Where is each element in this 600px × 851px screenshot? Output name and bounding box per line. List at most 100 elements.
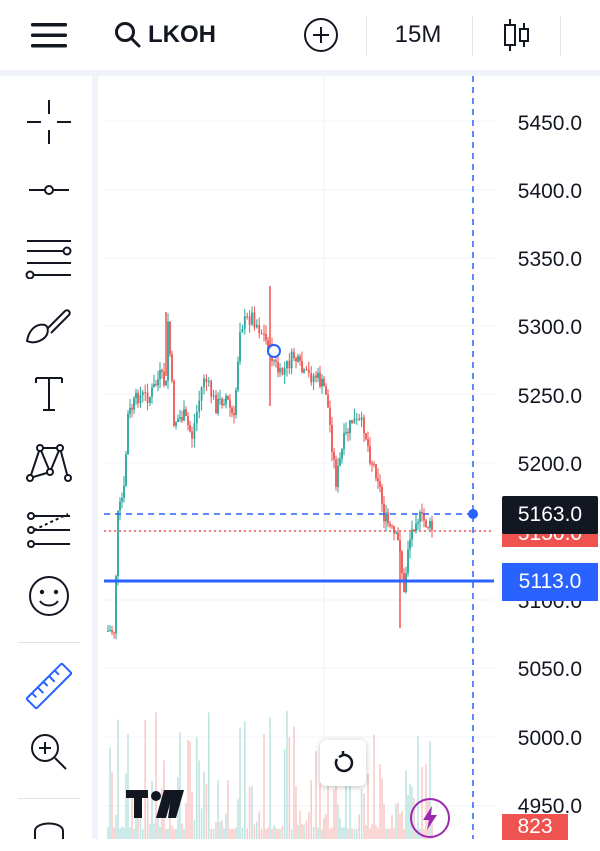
candle-body [377, 478, 379, 482]
more-tool[interactable] [18, 811, 80, 851]
candle-body [411, 529, 413, 540]
candle-body [299, 356, 301, 361]
candle-body [258, 324, 261, 334]
volume-bar [267, 827, 269, 839]
emoji-tool[interactable] [18, 566, 80, 626]
volume-bar [369, 828, 371, 839]
candle-body [381, 486, 383, 504]
candle-body [283, 368, 286, 375]
prediction-tool[interactable] [18, 500, 80, 560]
candle-body [303, 369, 305, 373]
brush-tool[interactable] [18, 296, 80, 356]
candle-body [301, 360, 303, 373]
volume-bar [373, 734, 375, 839]
price-chart[interactable] [104, 76, 600, 839]
volume-bar [399, 813, 401, 839]
candle-body [229, 399, 231, 408]
volume-bar [308, 812, 310, 839]
candle-body [375, 464, 377, 479]
candle-body [167, 321, 169, 381]
candle-body [203, 378, 205, 388]
candle-body [387, 512, 389, 524]
candle-body [321, 378, 323, 387]
candle-body [360, 417, 363, 421]
volume-bar [379, 764, 381, 839]
candle-body [251, 312, 253, 325]
candle-body [417, 521, 419, 524]
volume-bar [225, 813, 227, 839]
symbol-search-button[interactable]: LKOH [114, 0, 244, 70]
volume-bar [315, 751, 317, 839]
candle-body [389, 523, 391, 526]
menu-button[interactable] [20, 0, 78, 70]
volume-bar [405, 770, 407, 839]
lightning-button[interactable] [410, 798, 450, 838]
volume-bar [375, 825, 377, 839]
volume-bar [299, 810, 301, 839]
volume-bar [231, 828, 233, 839]
crosshair-tool[interactable] [18, 92, 80, 152]
volume-bar [389, 828, 391, 839]
candle-body [391, 525, 393, 527]
ruler-icon [26, 663, 72, 709]
interval-button[interactable]: 15M [380, 0, 456, 70]
volume-bar [179, 732, 181, 839]
volume-bar [381, 778, 383, 839]
volume-bar [365, 824, 367, 839]
volume-bar [157, 816, 159, 839]
candle-body [323, 378, 325, 387]
candle-body [223, 404, 225, 406]
volume-bar [208, 712, 210, 839]
candle-body [215, 395, 217, 414]
volume-bar [205, 783, 208, 839]
volume-bar [360, 788, 363, 839]
volume-bar [317, 827, 319, 839]
volume-bar [183, 828, 185, 839]
drawing-anchor[interactable] [267, 344, 281, 358]
reset-chart-button[interactable] [320, 740, 366, 786]
volume-bar [358, 814, 360, 839]
text-tool[interactable] [18, 364, 80, 424]
volume-bar [173, 829, 175, 839]
candle-body [363, 417, 365, 434]
candle-body [117, 510, 119, 577]
volume-bar [345, 783, 347, 839]
fib-tool[interactable] [18, 228, 80, 288]
candle-body [171, 354, 173, 381]
candle-body [393, 526, 395, 534]
volume-bar [121, 826, 123, 839]
candle-body [217, 398, 219, 414]
candle-body [248, 316, 251, 325]
candle-body [111, 630, 113, 633]
chart-area[interactable]: 5450.0 5400.0 5350.0 5300.0 5250.0 5200.… [104, 76, 600, 840]
zoom-in-tool[interactable] [18, 722, 80, 782]
volume-bar [341, 827, 343, 839]
candle-body [295, 358, 297, 362]
candle-body [310, 372, 313, 383]
reset-icon [334, 751, 354, 773]
volume-bar [221, 820, 223, 839]
candle-body [401, 551, 403, 574]
candle-body [263, 333, 265, 335]
chart-type-button[interactable] [492, 0, 542, 70]
volume-bar [263, 734, 265, 839]
candle-body [281, 368, 284, 375]
volume-bar [151, 780, 153, 839]
volume-bar [235, 827, 237, 839]
volume-bar [288, 737, 291, 839]
volume-bar [159, 826, 161, 839]
pattern-tool[interactable] [18, 432, 80, 492]
compare-button[interactable] [296, 0, 346, 70]
candle-body [288, 360, 291, 369]
add-icon [304, 18, 338, 52]
ruler-tool[interactable] [18, 656, 80, 716]
candle-body [419, 512, 421, 522]
candle-body [369, 446, 371, 464]
candle-body [137, 392, 139, 404]
volume-bar [283, 748, 286, 839]
volume-bar [297, 824, 299, 839]
trend-line-tool[interactable] [18, 160, 80, 220]
candle-body [293, 351, 295, 359]
volume-bar [191, 791, 193, 839]
volume-bar [215, 821, 217, 839]
